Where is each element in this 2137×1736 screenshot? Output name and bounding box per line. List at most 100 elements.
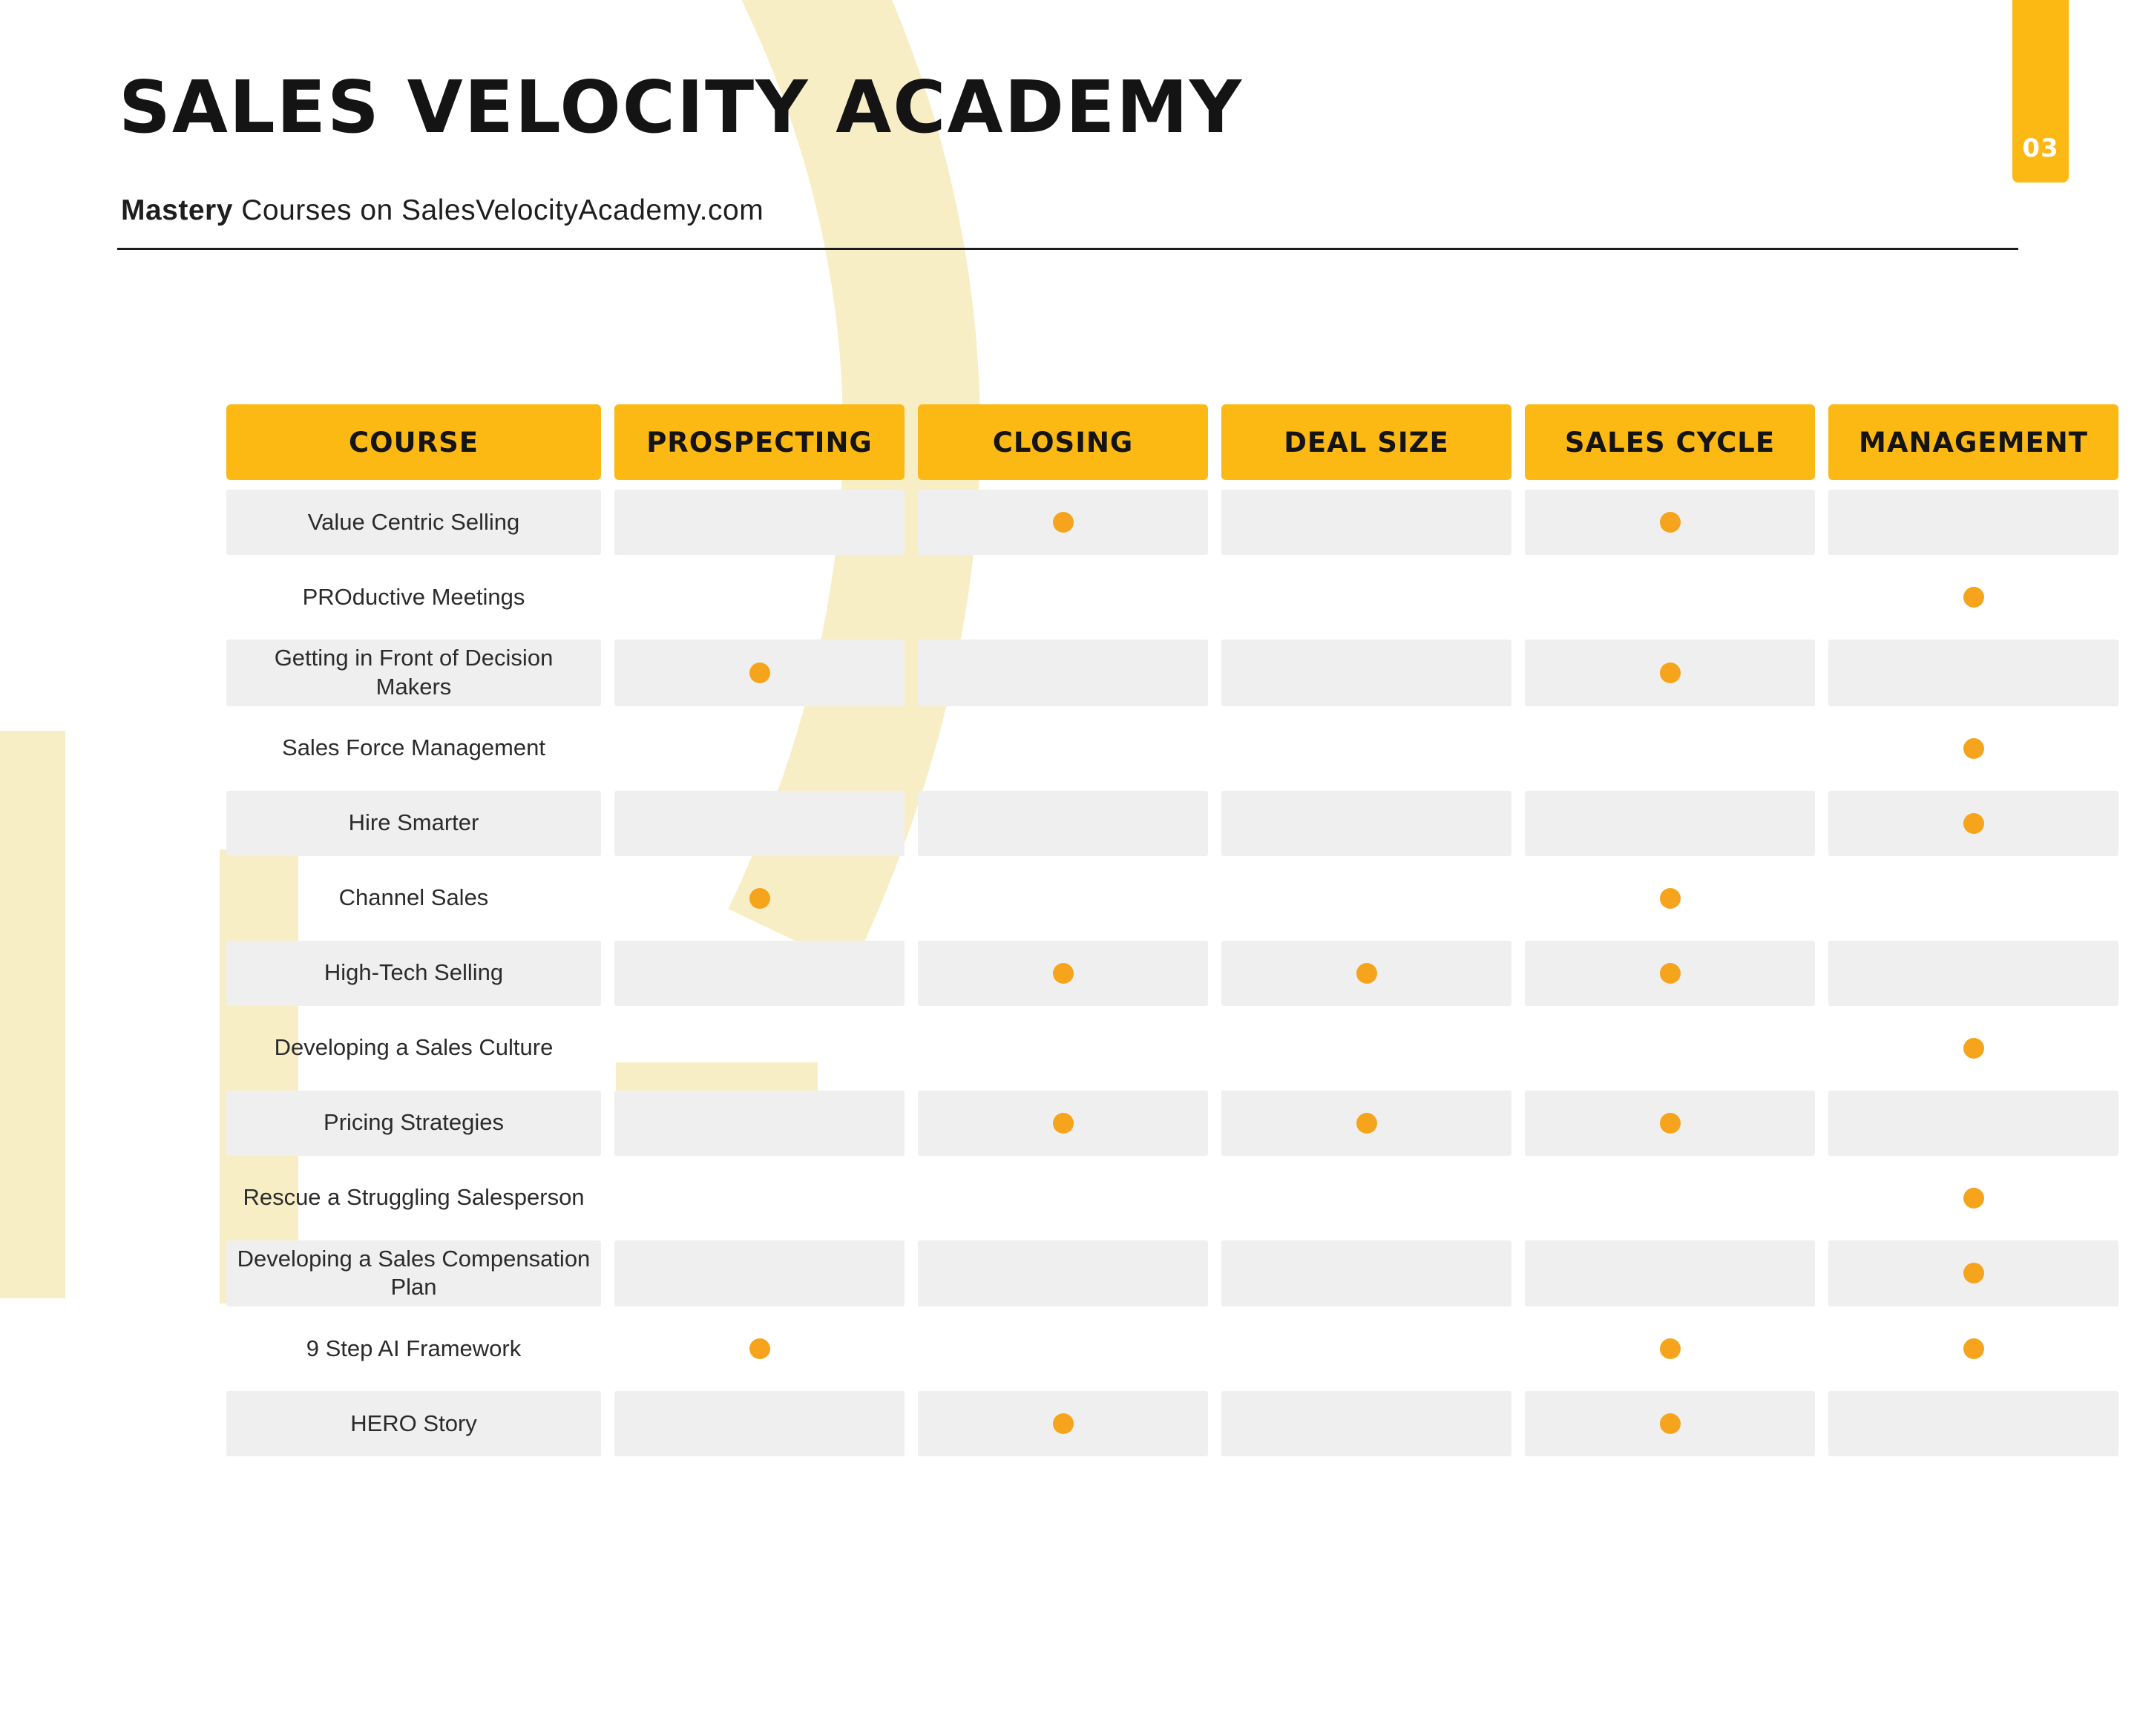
feature-cell [1525,490,1815,555]
feature-cell [614,1316,905,1381]
feature-cell [614,716,905,781]
feature-cell [1221,790,1511,856]
feature-dot-icon [1356,1112,1377,1134]
feature-dot-icon [1659,962,1681,984]
feature-cell [1221,640,1511,706]
feature-dot-icon [1963,1187,1984,1209]
feature-cell [918,1165,1208,1231]
feature-cell [1221,1391,1511,1456]
feature-cell [1221,940,1511,1006]
feature-cell [614,640,905,706]
feature-cell [1221,1016,1511,1081]
feature-dot-icon [749,662,770,683]
page-number-tab: 03 [2012,0,2069,183]
feature-dot-icon [1963,737,1984,759]
feature-dot-icon [1659,512,1681,533]
column-header-closing: CLOSING [918,404,1208,480]
feature-cell [918,640,1208,706]
feature-cell [614,565,905,630]
feature-cell [1828,490,2118,555]
feature-cell [1525,1240,1815,1306]
feature-cell [1828,716,2118,781]
feature-cell [1525,1391,1815,1456]
feature-cell [1525,565,1815,630]
feature-cell [918,866,1208,931]
feature-cell [918,490,1208,555]
course-name-cell: 9 Step AI Framework [306,1335,522,1361]
course-name-cell: High-Tech Selling [226,940,601,1006]
feature-cell [614,1090,905,1156]
feature-dot-icon [1963,1037,1984,1059]
feature-cell [614,866,905,931]
feature-cell [1828,1316,2118,1381]
feature-cell [1221,716,1511,781]
feature-dot-icon [749,887,770,909]
feature-cell [614,1165,905,1231]
feature-cell [1221,1316,1511,1381]
feature-cell [1525,1316,1815,1381]
feature-cell [1828,1016,2118,1081]
feature-cell [1828,1165,2118,1231]
feature-cell [918,1090,1208,1156]
decoration-arc [728,0,980,968]
feature-cell [1525,940,1815,1006]
course-name-cell: Value Centric Selling [226,490,601,555]
feature-cell [614,790,905,856]
feature-cell [1828,1090,2118,1156]
feature-cell [918,940,1208,1006]
feature-cell [1525,866,1815,931]
feature-cell [1221,866,1511,931]
course-matrix-table: COURSE PROSPECTING CLOSING DEAL SIZE SALES C… [226,404,2118,1456]
feature-dot-icon [1963,1338,1984,1359]
column-header-management: MANAGEMENT [1828,404,2118,480]
page-number: 03 [2022,134,2059,163]
page-subtitle: Mastery Courses on SalesVelocityAcademy.… [121,194,764,227]
course-name-cell: Rescue a Struggling Salesperson [243,1184,585,1211]
feature-cell [1828,940,2118,1006]
feature-cell [1828,565,2118,630]
column-header-prospecting: PROSPECTING [614,404,905,480]
column-header-sales-cycle: SALES CYCLE [1525,404,1815,480]
feature-cell [1828,640,2118,706]
feature-dot-icon [1052,1413,1074,1434]
feature-dot-icon [1052,512,1074,533]
feature-cell [1525,716,1815,781]
page-title: SALES VELOCITY ACADEMY [119,65,1244,149]
feature-dot-icon [749,1338,770,1359]
column-header-deal-size: DEAL SIZE [1221,404,1511,480]
feature-dot-icon [1052,962,1074,984]
feature-cell [918,790,1208,856]
feature-cell [1221,565,1511,630]
feature-cell [918,716,1208,781]
feature-dot-icon [1356,962,1377,984]
feature-cell [1525,1016,1815,1081]
header-divider-line [117,248,2018,250]
course-name-cell: Sales Force Management [282,734,545,761]
course-name-cell: Developing a Sales Compensation Plan [226,1240,601,1306]
subtitle-bold-word: Mastery [121,194,233,226]
decoration-bar-left [0,731,65,1298]
course-name-cell: Getting in Front of Decision Makers [226,640,601,706]
subtitle-rest: Courses on SalesVelocityAcademy.com [232,194,764,226]
feature-cell [614,1391,905,1456]
feature-cell [1221,1090,1511,1156]
feature-cell [1525,790,1815,856]
column-header-course: COURSE [226,404,601,480]
feature-cell [918,1016,1208,1081]
course-name-cell: Channel Sales [338,884,489,911]
feature-cell [1828,1391,2118,1456]
feature-dot-icon [1963,812,1984,834]
feature-cell [918,565,1208,630]
feature-dot-icon [1659,1413,1681,1434]
feature-dot-icon [1659,1112,1681,1134]
feature-cell [1221,1240,1511,1306]
feature-dot-icon [1963,1263,1984,1284]
feature-cell [1525,640,1815,706]
feature-cell [1525,1090,1815,1156]
feature-cell [1525,1165,1815,1231]
feature-cell [1221,1165,1511,1231]
feature-dot-icon [1659,1338,1681,1359]
course-name-cell: Hire Smarter [226,790,601,856]
